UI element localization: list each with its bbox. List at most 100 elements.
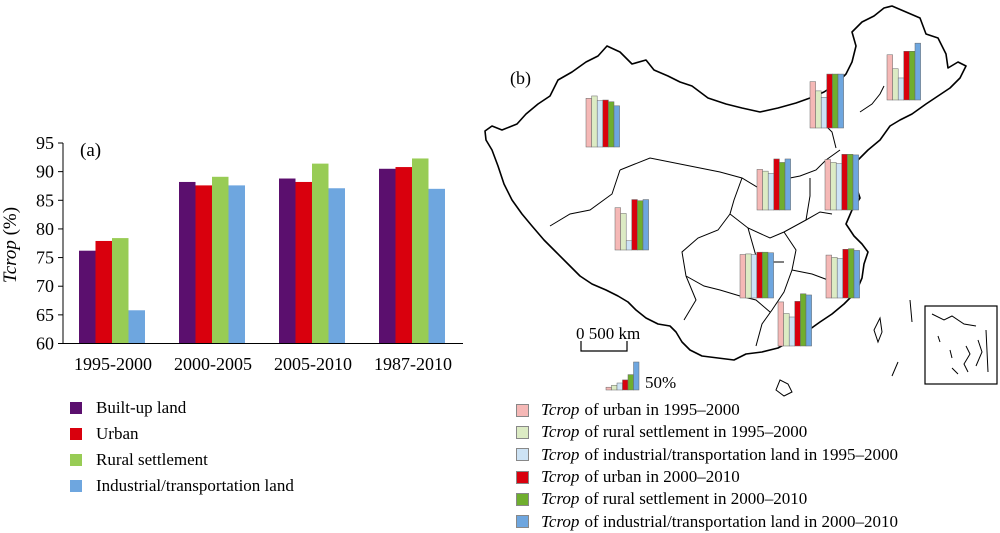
legend-term: Tcrop	[541, 422, 580, 442]
mini-bar	[842, 249, 849, 299]
y-tick-label: 80	[36, 219, 54, 239]
mini-chart-northwest	[585, 95, 620, 148]
mini-bar	[815, 90, 822, 129]
mini-chart-east	[824, 154, 859, 211]
regional-bar-charts	[585, 42, 921, 347]
mini-chart-south	[777, 293, 812, 347]
legend-mini-bar	[633, 361, 640, 391]
mini-bar	[756, 169, 763, 211]
legend-item: Tcrop of rural settlement in 1995–2000	[516, 421, 898, 443]
mini-bar	[739, 254, 746, 299]
mini-bar	[745, 253, 752, 299]
mini-bar	[762, 170, 769, 211]
mini-bar	[809, 81, 816, 129]
panel-label-a: (a)	[80, 140, 101, 161]
mini-bar	[903, 51, 910, 101]
x-tick-label: 2000-2005	[174, 354, 252, 374]
bar	[279, 178, 296, 344]
legend-term: Tcrop	[541, 444, 580, 464]
legend-mini-bar	[616, 382, 623, 391]
mini-chart-north-central	[809, 73, 844, 129]
mini-bar	[909, 51, 916, 101]
bar	[179, 181, 196, 344]
mini-bar	[591, 95, 598, 148]
legend-term: Tcrop	[541, 400, 580, 420]
legend-label: of urban in 2000–2010	[584, 467, 740, 487]
y-tick-label: 60	[36, 334, 54, 354]
y-axis-label-italic: Tcrop	[0, 240, 21, 283]
mini-chart-southeast	[825, 248, 860, 299]
mini-bar	[836, 258, 844, 299]
mini-bar	[820, 97, 828, 129]
y-tick-label: 70	[36, 276, 54, 296]
y-axis-label-unit: (%)	[0, 207, 21, 240]
legend-swatch	[516, 448, 529, 462]
y-ticks: 60 65 70 75 80 85 90 95	[36, 133, 63, 354]
legend-b: Tcrop of urban in 1995–2000 Tcrop of rur…	[516, 399, 898, 533]
china-map: (b) 0 500 km 50%	[484, 5, 998, 397]
mini-chart-north	[756, 158, 791, 211]
bar	[212, 176, 229, 344]
mini-bar	[897, 77, 905, 101]
y-tick-label: 75	[36, 248, 54, 268]
legend-item: Tcrop of rural settlement in 2000–2010	[516, 488, 898, 510]
legend-term: Tcrop	[541, 489, 580, 509]
mini-bar	[784, 158, 791, 211]
legend-a: Built-up land Urban Rural settlement Ind…	[68, 395, 294, 499]
legend-item: Tcrop of industrial/transportation land …	[516, 444, 898, 466]
bar	[395, 167, 412, 344]
bar	[428, 188, 445, 344]
legend-item: Tcrop of industrial/transportation land …	[516, 510, 898, 532]
legend-item: Tcrop of urban in 2000–2010	[516, 466, 898, 488]
mini-bar	[596, 100, 604, 148]
bars	[79, 158, 445, 344]
mini-bar	[848, 248, 855, 299]
bar	[412, 158, 429, 344]
mini-bar	[841, 154, 848, 211]
mini-bar	[794, 301, 801, 347]
legend-label: of industrial/transportation land in 200…	[584, 511, 898, 531]
legend-label: Urban	[96, 424, 139, 443]
mini-bar	[614, 207, 621, 251]
legend-label: of industrial/transportation land in 199…	[584, 444, 898, 464]
mini-bar	[613, 105, 620, 148]
mini-bar	[767, 252, 774, 299]
mini-bar	[831, 257, 838, 299]
mini-bar	[832, 73, 839, 129]
bar	[312, 163, 329, 344]
bar	[195, 185, 212, 344]
mini-bar	[637, 200, 644, 251]
mini-bar	[788, 316, 796, 347]
legend-swatch	[516, 492, 529, 506]
mini-bar	[750, 254, 758, 299]
legend-term: Tcrop	[541, 467, 580, 487]
mini-bar	[800, 293, 807, 347]
y-tick-label: 95	[36, 133, 54, 153]
mini-bar	[777, 301, 784, 347]
legend-mini-bar	[611, 384, 618, 391]
mini-bar	[825, 254, 832, 299]
mini-bar	[608, 101, 615, 148]
bar-chart-a: (a) Tcrop (%) 60 65 70 75 80 85 90 95 1995-2000…	[0, 133, 463, 374]
bar	[79, 250, 96, 344]
mini-bar	[773, 158, 780, 211]
mini-bar	[783, 313, 790, 347]
legend-mini-bar	[622, 379, 629, 391]
x-tick-label: 2005-2010	[274, 354, 352, 374]
legend-swatch	[70, 428, 82, 440]
island-outlines	[775, 299, 913, 397]
mini-bar	[767, 173, 775, 211]
bar	[95, 240, 112, 344]
mini-bar	[852, 154, 859, 211]
mini-bar	[892, 68, 899, 101]
south-china-sea-inset	[924, 305, 998, 385]
legend-label: Industrial/transportation land	[96, 476, 294, 495]
legend-label: of rural settlement in 2000–2010	[584, 489, 808, 509]
y-tick-label: 85	[36, 190, 54, 210]
x-tick-label: 1987-2010	[374, 354, 452, 374]
legend-label: Built-up land	[96, 398, 187, 417]
mini-bar	[805, 294, 812, 347]
legend-item: Industrial/transportation land	[68, 473, 294, 499]
legend-swatch	[516, 470, 529, 484]
bar	[379, 168, 396, 344]
